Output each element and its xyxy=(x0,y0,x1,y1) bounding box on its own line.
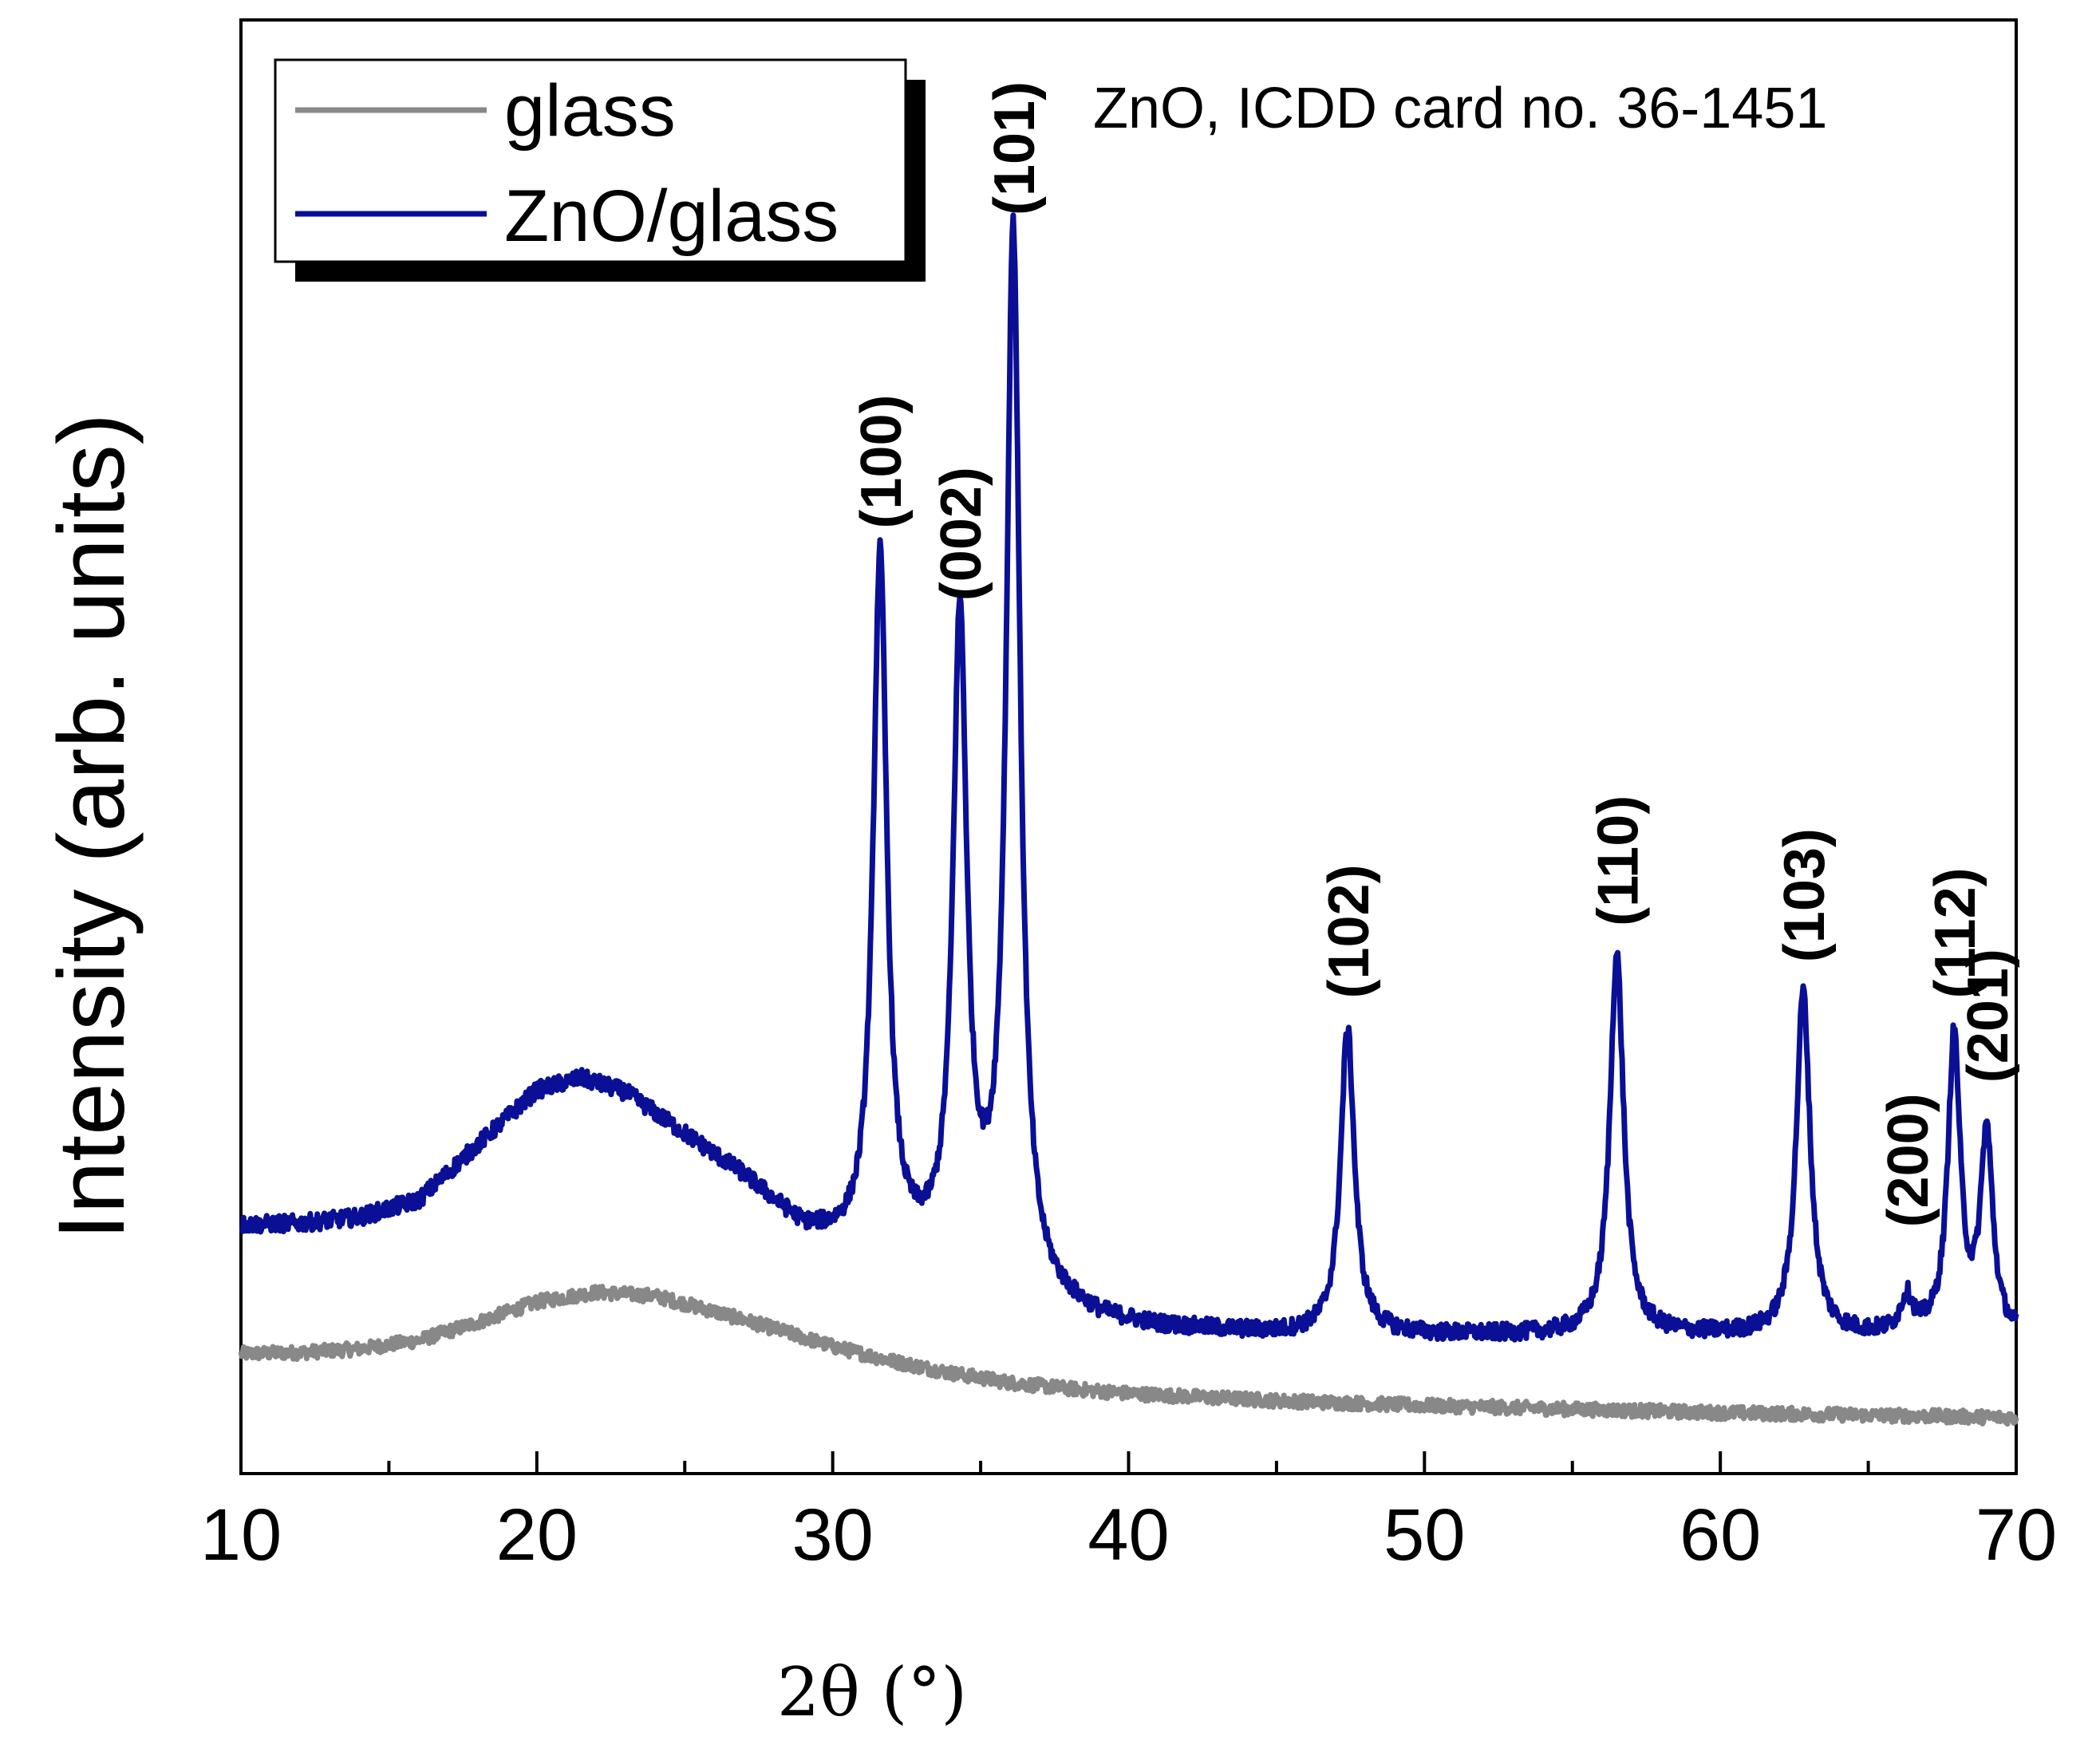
peak-label: (101) xyxy=(983,81,1047,215)
legend-label-glass: glass xyxy=(504,70,676,152)
x-axis-title: 2θ (°) xyxy=(777,1653,967,1731)
y-axis-title: Intensity (arb. units) xyxy=(39,413,144,1240)
x-tick-label: 60 xyxy=(1680,1494,1761,1576)
peak-label: (110) xyxy=(1586,795,1650,926)
x-tick-label: 30 xyxy=(791,1494,873,1576)
peak-label: (002) xyxy=(930,467,993,601)
tick-layer: 10 20 30 40 50 60 70 xyxy=(200,1451,2057,1576)
x-tick-label: 50 xyxy=(1383,1494,1465,1576)
peak-label: (201) xyxy=(1956,949,2020,1083)
peak-label: (200) xyxy=(1877,1093,1940,1227)
x-tick-label: 40 xyxy=(1087,1494,1169,1576)
peak-label: (102) xyxy=(1317,864,1381,998)
legend-box xyxy=(274,58,907,263)
peak-label: (103) xyxy=(1773,828,1837,962)
reference-annotation: ZnO, ICDD card no. 36-1451 xyxy=(1093,77,1827,140)
peak-label-layer: (100) (002) (101) (102) (110) (103) (200) (112)… xyxy=(850,81,2020,1227)
peak-label: (112) xyxy=(1924,867,1987,998)
legend: glass ZnO/glass xyxy=(274,58,926,282)
series-line-zno-glass xyxy=(239,212,2019,1343)
series-line-glass xyxy=(238,1284,2019,1427)
x-tick-label: 10 xyxy=(200,1494,282,1576)
x-tick-label: 20 xyxy=(496,1494,578,1576)
legend-label-zno-glass: ZnO/glass xyxy=(504,176,839,257)
x-tick-label: 70 xyxy=(1976,1494,2057,1576)
series-layer xyxy=(238,212,2019,1427)
peak-label: (100) xyxy=(850,395,914,529)
